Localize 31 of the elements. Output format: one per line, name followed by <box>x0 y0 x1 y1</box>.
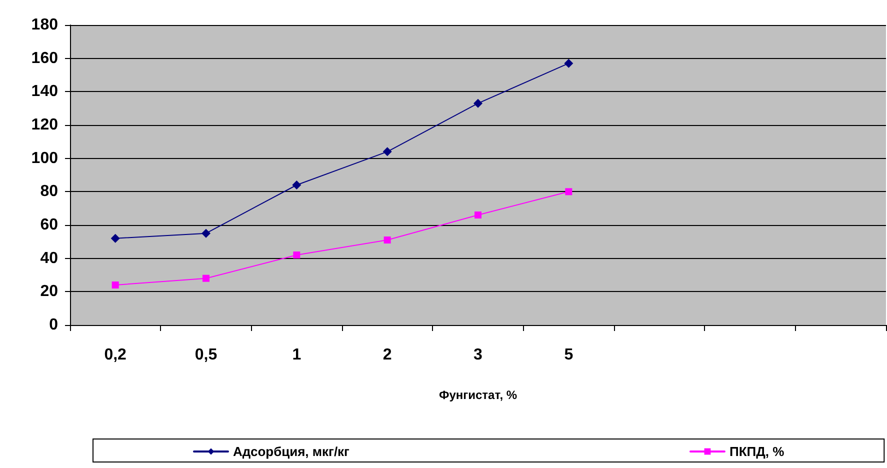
x-axis-title: Фунгистат, % <box>438 388 518 402</box>
point <box>112 282 119 288</box>
point <box>293 252 300 258</box>
x-tick-label: 2 <box>382 346 392 364</box>
point <box>474 212 482 218</box>
point <box>474 98 482 108</box>
x-tick-label: 1 <box>292 346 302 364</box>
point <box>565 188 572 196</box>
y-tick-label: 0 <box>49 316 58 334</box>
point <box>292 180 302 190</box>
x-tick-label: 5 <box>564 346 574 364</box>
point <box>110 234 120 243</box>
y-tick-label: 180 <box>31 16 58 34</box>
point <box>564 58 574 68</box>
y-tick-label: 120 <box>31 116 58 134</box>
x-tick-label: 0,5 <box>194 346 218 364</box>
point <box>384 236 391 244</box>
point <box>202 228 210 238</box>
y-tick-label: 80 <box>40 183 58 200</box>
point <box>382 147 392 156</box>
x-tick-label: 0,2 <box>104 346 127 364</box>
point <box>202 274 210 282</box>
y-tick-label: 60 <box>40 216 58 234</box>
y-tick-label: 160 <box>31 50 58 67</box>
y-tick-label: 40 <box>40 250 58 267</box>
legend-label: ПКПД, % <box>729 444 785 459</box>
y-tick-label: 100 <box>31 150 58 167</box>
y-tick-label: 20 <box>40 283 58 300</box>
x-tick-label: 3 <box>474 346 483 364</box>
y-tick-label: 140 <box>31 83 58 100</box>
legend-label: Адсорбция, мкг/кг <box>233 444 350 459</box>
